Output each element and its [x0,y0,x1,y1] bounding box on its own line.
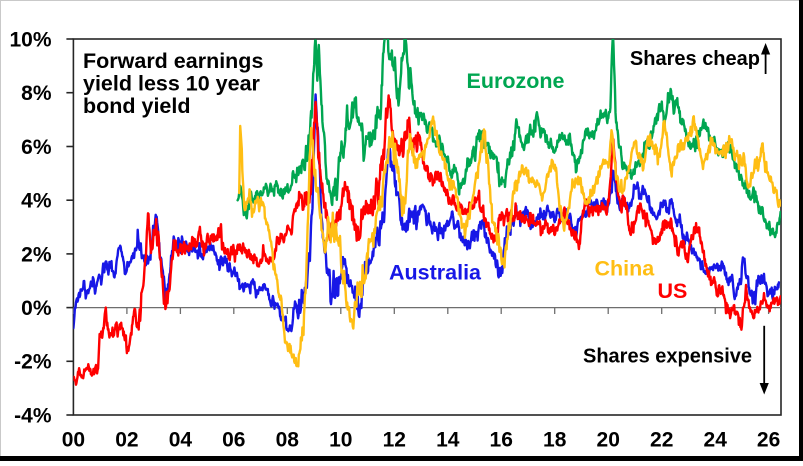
svg-text:10: 10 [329,429,352,452]
svg-text:8%: 8% [21,82,52,105]
svg-text:14: 14 [436,429,460,452]
svg-text:18: 18 [543,429,567,452]
svg-text:06: 06 [222,429,245,452]
svg-text:0%: 0% [21,297,52,320]
svg-text:Shares expensive: Shares expensive [583,345,752,367]
svg-text:US: US [658,279,688,303]
svg-text:26: 26 [757,429,780,452]
svg-text:4%: 4% [21,190,52,213]
svg-text:16: 16 [490,429,513,452]
svg-text:China: China [595,257,656,281]
svg-text:bond yield: bond yield [83,94,191,118]
svg-text:Australia: Australia [389,261,482,285]
svg-text:04: 04 [169,429,193,452]
svg-text:00: 00 [62,429,85,452]
svg-text:-2%: -2% [14,351,52,374]
svg-text:Forward earnings: Forward earnings [83,49,263,73]
svg-text:Shares cheap: Shares cheap [630,48,760,70]
svg-text:22: 22 [650,429,673,452]
svg-text:20: 20 [597,429,620,452]
svg-text:-4%: -4% [14,404,52,427]
svg-text:10%: 10% [9,28,51,51]
svg-text:08: 08 [276,429,300,452]
svg-text:02: 02 [115,429,138,452]
svg-text:6%: 6% [21,136,52,159]
svg-text:12: 12 [383,429,406,452]
svg-text:24: 24 [704,429,728,452]
svg-text:2%: 2% [21,243,52,266]
svg-text:yield less 10 year: yield less 10 year [83,72,261,96]
svg-text:Eurozone: Eurozone [467,69,565,93]
